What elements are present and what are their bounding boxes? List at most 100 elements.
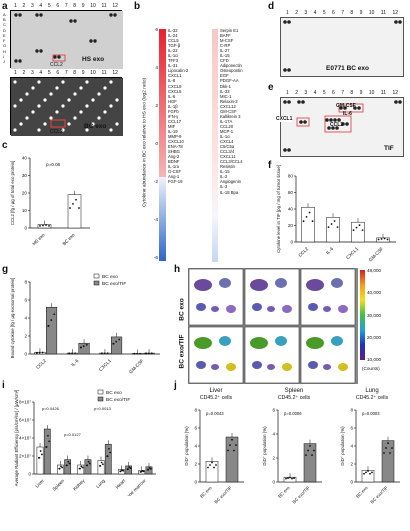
x-tick-label: BC exo/TIF [369, 485, 388, 504]
row-letter: C [3, 22, 6, 28]
cytokine-name: CXCL9 [168, 83, 182, 89]
data-point [293, 477, 295, 479]
x-tick-label: Kidney [72, 478, 86, 492]
organ-spleen [226, 363, 236, 371]
blot-spot [301, 100, 305, 104]
panel-f-letter: f [268, 160, 272, 171]
bar [67, 194, 82, 229]
blot-spot [103, 86, 107, 90]
blot-bg [11, 11, 123, 69]
column-number: 10 [90, 70, 96, 76]
organ-lung [275, 278, 287, 288]
e0771-label: E0771 BC exo [326, 65, 369, 72]
legend-label: BC exo/TIF [106, 397, 130, 403]
y-tick-label: 0 [350, 480, 353, 485]
cytokine-name: G-CSF [168, 169, 182, 175]
data-point [207, 466, 209, 469]
data-point [82, 345, 85, 348]
panel-b-right-list: Serpin E1 BAFF M-CSF C-RP IL-27 IL-15 CFD Adipo… [220, 28, 243, 195]
organ-liver [250, 337, 268, 349]
blot-spot [14, 59, 18, 63]
negative-ratio-bar [159, 177, 166, 261]
x-tick-label: CCL2 [297, 246, 309, 258]
panel-i-letter: i [2, 380, 5, 391]
data-point [128, 466, 131, 469]
data-point [106, 352, 109, 355]
panel-b-letter: b [134, 1, 141, 12]
organ-panel [244, 326, 300, 384]
blot-spot [283, 100, 287, 104]
cytokine-name: CCL3/CCL4 [220, 159, 243, 165]
data-point [121, 469, 123, 472]
data-point [336, 226, 339, 229]
cytokine-name: IL-22 [168, 48, 178, 54]
data-point [136, 352, 139, 355]
blot-spot [297, 100, 301, 104]
blot-spot [35, 13, 39, 17]
row-letter: B [3, 17, 6, 23]
column-number: 1 [14, 70, 17, 76]
data-point [383, 237, 386, 240]
blot-spot [287, 68, 291, 72]
column-number: 2 [22, 70, 26, 76]
y-tick-label: 0 [272, 480, 275, 485]
legend-label: BC exo [102, 274, 118, 280]
y-tick-label: 20 [22, 191, 28, 196]
data-point [80, 465, 83, 468]
bar [351, 221, 365, 243]
cytokine-name: MMP-9 [168, 133, 182, 139]
cytokine-name: M-CSF [220, 38, 234, 44]
column-number: 3 [30, 3, 34, 9]
y-tick-label: 2 [350, 462, 353, 467]
column-number: 12 [392, 90, 398, 96]
blot-spot [85, 104, 89, 108]
organ-kidney [323, 364, 331, 370]
column-number: 8 [350, 90, 354, 96]
ccl2-label-a1: CCL2 [50, 62, 63, 68]
data-point [308, 211, 311, 214]
column-number: 7 [64, 70, 68, 76]
organ-liver [194, 279, 212, 291]
cytokine-name: CXCL1 [168, 73, 182, 79]
column-number: 4 [39, 70, 43, 76]
blot-spot [61, 80, 65, 84]
cytokine-name: Serpin E1 [220, 28, 239, 33]
blot-spot [13, 80, 17, 84]
blot-spot [73, 19, 77, 23]
blot-spot [91, 98, 95, 102]
colorbar-tick: 30,000 [367, 312, 382, 318]
p-value: p=0.0003 [362, 411, 380, 416]
data-point [385, 447, 387, 449]
bar [64, 459, 72, 475]
y-tick-label: 60 [288, 190, 294, 195]
blot-spot [353, 106, 357, 110]
blot-spot [103, 110, 107, 114]
data-point [147, 468, 150, 471]
blot-spot [19, 98, 23, 102]
data-point [311, 220, 314, 223]
data-point [69, 207, 71, 209]
cytokine-name: CXCL5 [168, 88, 182, 94]
data-point [327, 226, 330, 229]
scale-tick: -4 [153, 218, 158, 223]
column-number: 2 [22, 3, 26, 9]
y-tick-label: 2 [194, 462, 197, 467]
data-point [41, 351, 44, 354]
blot-spot [109, 104, 113, 108]
blot-spot [39, 13, 43, 17]
data-point [215, 464, 217, 466]
panel-b-scale: 6 4 2 0 -2 -4 -6 [150, 28, 158, 262]
blot-spot [394, 100, 398, 104]
data-point [365, 471, 367, 474]
cytokine-name: IL-6 [168, 93, 176, 99]
y-tick-label: 20 [288, 223, 294, 228]
y-tick-label: 40 [22, 156, 28, 161]
data-point [377, 238, 380, 241]
data-point [50, 319, 53, 321]
cytokine-name: FGF-19 [168, 179, 183, 185]
blot-spot [35, 49, 39, 53]
cytokine-name: TGF-β [168, 43, 181, 49]
